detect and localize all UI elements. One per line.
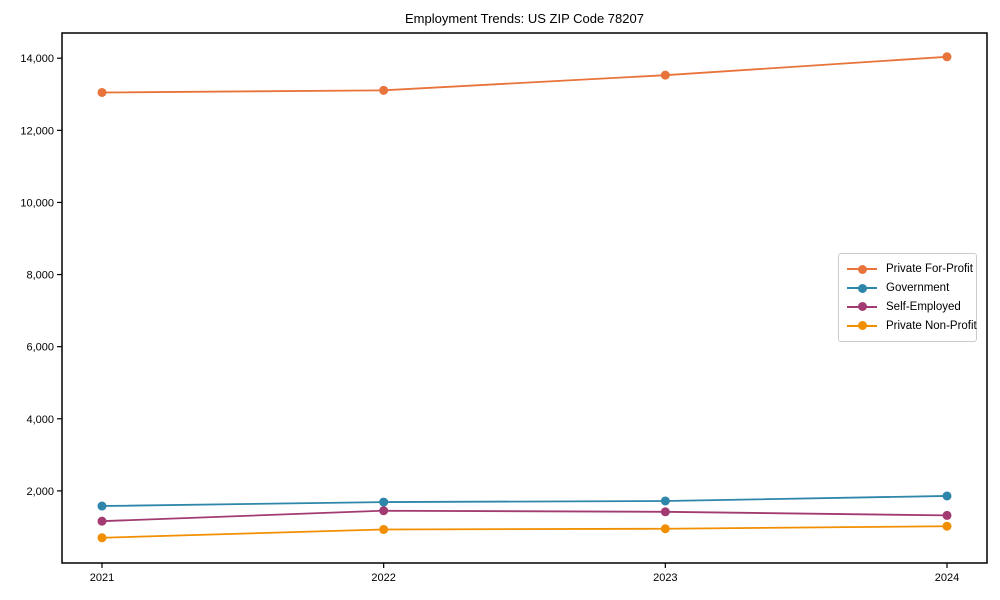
data-point-government [942, 491, 952, 501]
y-tick-label: 10,000 [20, 197, 54, 209]
legend-swatch-icon [847, 321, 877, 331]
series-line-private-non-profit [101, 525, 948, 539]
legend-swatch-icon [847, 264, 877, 274]
y-tick-label: 14,000 [20, 53, 54, 65]
data-point-government [379, 497, 389, 507]
y-tick-label: 2,000 [26, 486, 54, 498]
legend-label: Self-Employed [886, 300, 961, 313]
data-point-self-employed [379, 506, 389, 516]
x-tick-label: 2022 [371, 572, 395, 584]
legend-item-government: Government [847, 279, 968, 298]
chart-title: Employment Trends: US ZIP Code 78207 [405, 11, 644, 26]
legend-label: Private Non-Profit [886, 319, 977, 332]
legend-item-private-non-profit: Private Non-Profit [847, 316, 977, 335]
data-point-self-employed [660, 507, 670, 517]
data-point-private-non-profit [660, 524, 670, 534]
legend-item-private-for-profit: Private For-Profit [847, 260, 973, 279]
data-point-private-for-profit [97, 87, 107, 97]
data-point-private-for-profit [379, 85, 389, 95]
data-point-government [97, 501, 107, 511]
y-tick-label: 12,000 [20, 125, 54, 137]
data-point-private-for-profit [660, 70, 670, 80]
series-line-private-for-profit [101, 55, 948, 94]
y-tick-label: 4,000 [26, 414, 54, 426]
data-point-self-employed [942, 510, 952, 520]
x-tick-label: 2021 [90, 572, 114, 584]
legend: Private For-Profit Government Self-Emplo… [838, 253, 977, 342]
legend-label: Private For-Profit [886, 263, 973, 276]
data-point-government [660, 496, 670, 506]
legend-swatch-icon [847, 302, 877, 312]
series-line-self-employed [101, 509, 948, 523]
data-point-private-non-profit [942, 521, 952, 531]
legend-swatch-icon [847, 283, 877, 293]
legend-label: Government [886, 282, 950, 295]
data-point-private-non-profit [379, 524, 389, 534]
x-tick-label: 2024 [935, 572, 959, 584]
data-point-private-for-profit [942, 52, 952, 62]
data-point-private-non-profit [97, 533, 107, 543]
y-tick-label: 6,000 [26, 342, 54, 354]
plot-border [61, 32, 988, 564]
x-tick-label: 2023 [653, 572, 677, 584]
legend-item-self-employed: Self-Employed [847, 298, 968, 317]
series-line-government [101, 495, 948, 507]
y-tick-label: 8,000 [26, 270, 54, 282]
data-point-self-employed [97, 516, 107, 526]
